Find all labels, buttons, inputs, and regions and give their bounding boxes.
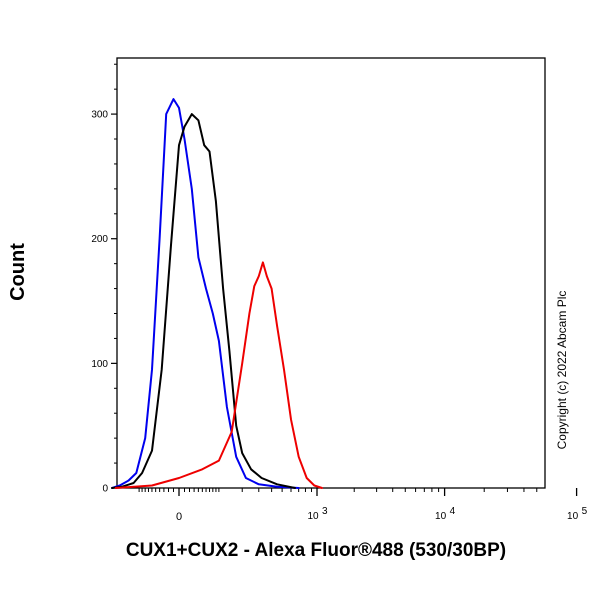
plot-frame <box>116 57 546 489</box>
histogram-series-3 <box>114 261 323 489</box>
x-tick-label: 10 <box>567 511 579 522</box>
y-tick-label: 300 <box>91 110 108 121</box>
x-tick-exponent: 4 <box>450 506 456 517</box>
y-tick-label: 100 <box>91 359 108 370</box>
y-tick-label: 200 <box>91 234 108 245</box>
y-axis-ticks: 0 100 200 300 <box>91 63 117 495</box>
histogram-series-2 <box>111 113 296 489</box>
x-tick-label: 10 <box>435 511 447 522</box>
histogram-series-1 <box>111 98 300 489</box>
x-tick-label: 10 <box>307 511 319 522</box>
series-layer <box>111 98 323 489</box>
copyright-annotation: Copyright (c) 2022 Abcam Plc <box>555 291 569 450</box>
y-axis-label: Count <box>7 243 29 301</box>
x-tick-label: 0 <box>176 511 182 523</box>
x-tick-exponent: 5 <box>582 506 588 517</box>
y-tick-label: 0 <box>102 484 108 495</box>
x-axis-label: CUX1+CUX2 - Alexa Fluor®488 (530/30BP) <box>126 540 506 561</box>
x-tick-exponent: 3 <box>322 506 328 517</box>
x-axis-ticks: 0 10 3 10 4 10 5 <box>138 488 588 523</box>
